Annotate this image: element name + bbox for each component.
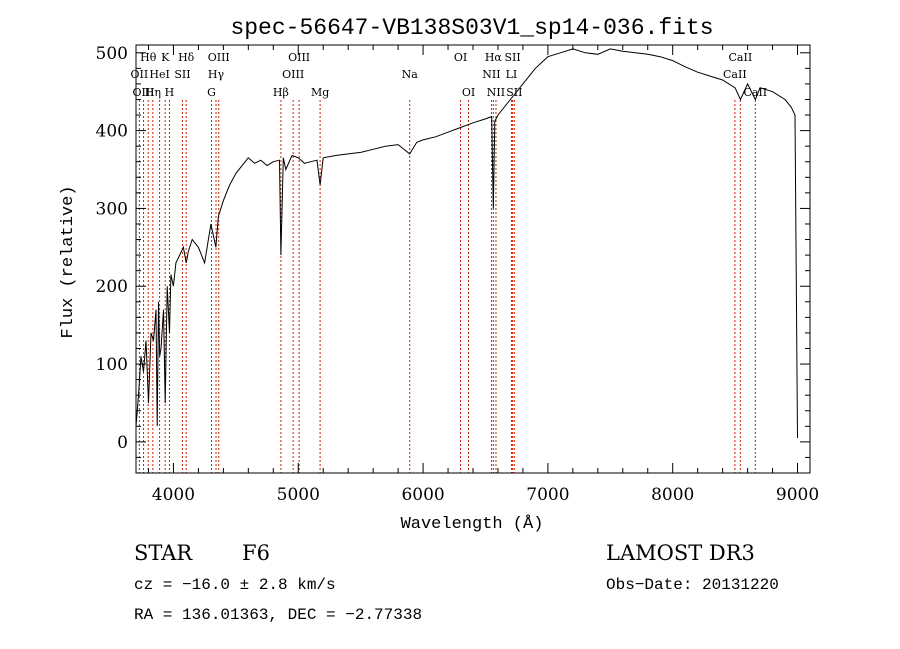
flux-series-line	[135, 48, 798, 439]
redshift-cz: cz = −16.0 ± 2.8 km/s	[134, 576, 336, 594]
spectral-line-label: OIII	[288, 51, 310, 64]
spectral-line-label: Hγ	[208, 68, 225, 81]
x-axis-label: Wavelength (Å)	[401, 515, 544, 534]
spectral-line-label: NII	[482, 68, 500, 81]
spectral-line-label: Hη	[145, 86, 161, 99]
spectral-line-label: OII	[131, 68, 149, 81]
object-subclass: F6	[242, 541, 270, 565]
survey-name: LAMOST DR3	[606, 541, 755, 565]
y-tick-label: 100	[96, 355, 128, 375]
spectral-line-label: Mg	[311, 86, 329, 99]
plot-frame	[135, 44, 811, 474]
x-tick-label: 4000	[152, 485, 195, 505]
coordinates: RA = 136.01363, DEC = −2.77338	[134, 606, 422, 624]
spectral-line-label: NII	[487, 86, 505, 99]
spectral-line-label: OI	[454, 51, 467, 64]
spectral-line-label: Hα	[485, 51, 503, 64]
spectral-line-label: OIII	[208, 51, 230, 64]
spectral-line-label: HeI	[149, 68, 169, 81]
y-axis-label: Flux (relative)	[59, 185, 78, 338]
spectral-line-label: OIII	[282, 68, 304, 81]
x-tick-label: 9000	[776, 485, 819, 505]
spectral-line-label: SII	[174, 68, 190, 81]
spectral-line-label: OI	[462, 86, 475, 99]
spectral-line-label: H	[165, 86, 175, 99]
spectral-line-label: CaII	[723, 68, 747, 81]
spectral-line-label: Hβ	[273, 86, 289, 99]
spectral-line-label: OIII	[132, 86, 154, 99]
y-tick-label: 0	[117, 433, 128, 453]
x-tick-label: 6000	[401, 485, 444, 505]
x-tick-label: 8000	[651, 485, 694, 505]
x-axis: 4000 5000 6000 7000 8000 9000	[147, 45, 819, 505]
chart-title: spec-56647-VB138S03V1_sp14-036.fits	[230, 15, 713, 41]
spectral-line-label: K	[161, 51, 170, 64]
y-tick-label: 400	[96, 122, 128, 142]
spectral-line-label: Hθ	[140, 51, 157, 64]
y-tick-label: 200	[96, 277, 128, 297]
spectral-line-label: SII	[504, 51, 520, 64]
y-tick-label: 300	[96, 199, 128, 219]
y-axis: 0 100 200 300 400 500	[96, 44, 810, 458]
object-class: STAR	[134, 541, 193, 565]
x-tick-label: 7000	[526, 485, 569, 505]
spectral-line-label: Na	[402, 68, 419, 81]
spectral-line-label: CaII	[743, 86, 767, 99]
spectral-line-label: G	[207, 86, 216, 99]
x-tick-label: 5000	[277, 485, 320, 505]
y-tick-label: 500	[96, 44, 128, 64]
spectral-line-label: CaII	[729, 51, 753, 64]
spectral-line-label: LI	[506, 68, 518, 81]
spectral-line-markers: Hθ OII OIII K HeI Hη Hδ SII H OIII Hγ G OIII OIII Hβ Mg…	[131, 51, 767, 473]
spectral-line-label: Hδ	[178, 51, 195, 64]
observation-date: Obs−Date: 20131220	[606, 576, 779, 594]
